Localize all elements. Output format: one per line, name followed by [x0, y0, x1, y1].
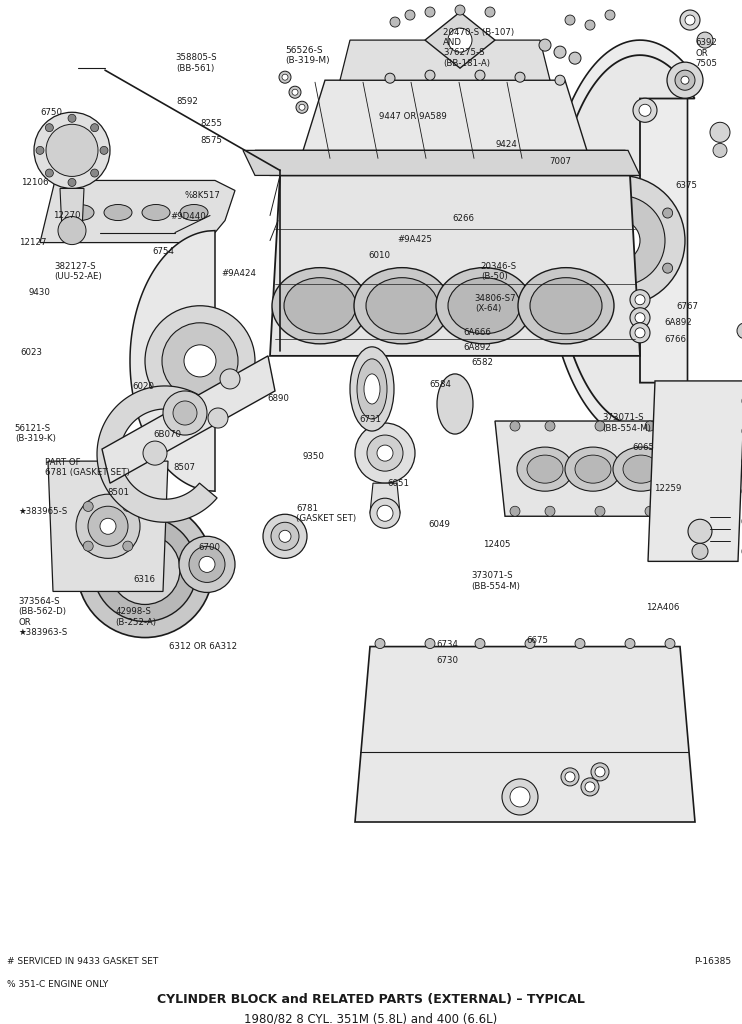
Circle shape	[510, 421, 520, 431]
Text: 9350: 9350	[303, 452, 324, 461]
Ellipse shape	[104, 205, 132, 220]
Circle shape	[199, 556, 215, 572]
Circle shape	[515, 72, 525, 82]
Circle shape	[645, 421, 655, 431]
Circle shape	[675, 71, 695, 90]
Circle shape	[715, 421, 725, 431]
Text: 6312 OR 6A312: 6312 OR 6A312	[169, 642, 237, 651]
Circle shape	[83, 502, 93, 511]
Ellipse shape	[272, 267, 368, 344]
Ellipse shape	[448, 278, 520, 334]
Circle shape	[189, 547, 225, 583]
Ellipse shape	[364, 374, 380, 404]
Polygon shape	[40, 180, 235, 243]
Circle shape	[633, 98, 657, 122]
Polygon shape	[555, 55, 695, 426]
Circle shape	[630, 308, 650, 328]
Circle shape	[289, 86, 301, 98]
Circle shape	[635, 295, 645, 305]
Circle shape	[635, 328, 645, 338]
Text: 1980/82 8 CYL. 351M (5.8L) and 400 (6.6L): 1980/82 8 CYL. 351M (5.8L) and 400 (6.6L…	[244, 1013, 498, 1024]
Ellipse shape	[66, 205, 94, 220]
Text: 6584: 6584	[429, 380, 451, 389]
Circle shape	[143, 441, 167, 465]
Text: ★383965-S: ★383965-S	[19, 507, 68, 516]
Circle shape	[600, 220, 640, 261]
Polygon shape	[60, 188, 84, 230]
Text: PART OF
6781 (GASKET SET): PART OF 6781 (GASKET SET)	[45, 458, 129, 477]
Circle shape	[615, 291, 625, 301]
Ellipse shape	[527, 455, 563, 483]
Text: 6375: 6375	[675, 181, 697, 190]
Text: 9447 OR 9A589: 9447 OR 9A589	[378, 112, 447, 121]
Polygon shape	[300, 80, 590, 161]
Circle shape	[663, 263, 673, 273]
Text: 12405: 12405	[483, 541, 510, 549]
Circle shape	[555, 75, 565, 85]
Polygon shape	[243, 151, 640, 175]
Circle shape	[68, 115, 76, 122]
Text: 56526-S
(B-319-M): 56526-S (B-319-M)	[286, 45, 330, 65]
Circle shape	[575, 196, 665, 286]
Polygon shape	[425, 12, 495, 69]
Circle shape	[591, 763, 609, 781]
Circle shape	[545, 421, 555, 431]
Text: 8507: 8507	[173, 463, 195, 472]
Circle shape	[455, 5, 465, 15]
Text: % 351-C ENGINE ONLY: % 351-C ENGINE ONLY	[7, 980, 108, 988]
Polygon shape	[648, 381, 742, 561]
Circle shape	[713, 143, 727, 158]
Polygon shape	[545, 40, 688, 441]
Text: 6010: 6010	[369, 251, 391, 260]
Circle shape	[595, 767, 605, 777]
Text: 6750: 6750	[41, 108, 63, 117]
Circle shape	[100, 518, 116, 535]
Text: 8575: 8575	[200, 136, 223, 145]
Text: 34806-S7
(X-64): 34806-S7 (X-64)	[475, 294, 516, 313]
Text: 6781
(GASKET SET): 6781 (GASKET SET)	[296, 504, 357, 523]
Text: 12A406: 12A406	[646, 603, 679, 612]
Ellipse shape	[366, 278, 438, 334]
Ellipse shape	[565, 447, 621, 492]
Polygon shape	[102, 356, 275, 483]
Ellipse shape	[142, 205, 170, 220]
Ellipse shape	[623, 455, 659, 483]
Circle shape	[585, 782, 595, 792]
Circle shape	[220, 369, 240, 389]
Circle shape	[377, 445, 393, 461]
Circle shape	[568, 208, 577, 218]
Text: 6731: 6731	[359, 416, 381, 425]
Circle shape	[34, 113, 110, 188]
Text: #9A424: #9A424	[221, 269, 256, 278]
Text: #9A425: #9A425	[397, 236, 432, 245]
Text: 373071-S
(BB-554-M): 373071-S (BB-554-M)	[603, 413, 651, 432]
Ellipse shape	[530, 278, 602, 334]
Circle shape	[385, 73, 395, 83]
Circle shape	[688, 519, 712, 544]
Circle shape	[485, 7, 495, 17]
Text: 7007: 7007	[549, 158, 571, 166]
Text: 6A892: 6A892	[463, 343, 490, 352]
Circle shape	[554, 46, 566, 58]
Circle shape	[502, 779, 538, 815]
Text: 6730: 6730	[436, 656, 459, 666]
Circle shape	[163, 391, 207, 435]
Circle shape	[68, 178, 76, 186]
Circle shape	[715, 506, 725, 516]
Text: 6051: 6051	[387, 479, 410, 488]
Text: 6316: 6316	[134, 575, 156, 585]
Polygon shape	[130, 230, 215, 492]
Circle shape	[595, 421, 605, 431]
Text: #9D440: #9D440	[171, 212, 206, 221]
Circle shape	[77, 501, 213, 638]
Circle shape	[271, 522, 299, 550]
Circle shape	[555, 175, 685, 306]
Circle shape	[375, 639, 385, 648]
Polygon shape	[340, 40, 550, 80]
Circle shape	[425, 639, 435, 648]
Text: 382127-S
(UU-52-AE): 382127-S (UU-52-AE)	[54, 262, 102, 282]
Circle shape	[695, 506, 705, 516]
Circle shape	[45, 169, 53, 177]
Circle shape	[568, 263, 577, 273]
Text: 20470-S (B-107)
AND
376275-S
(BB-181-A): 20470-S (B-107) AND 376275-S (BB-181-A)	[443, 28, 514, 68]
